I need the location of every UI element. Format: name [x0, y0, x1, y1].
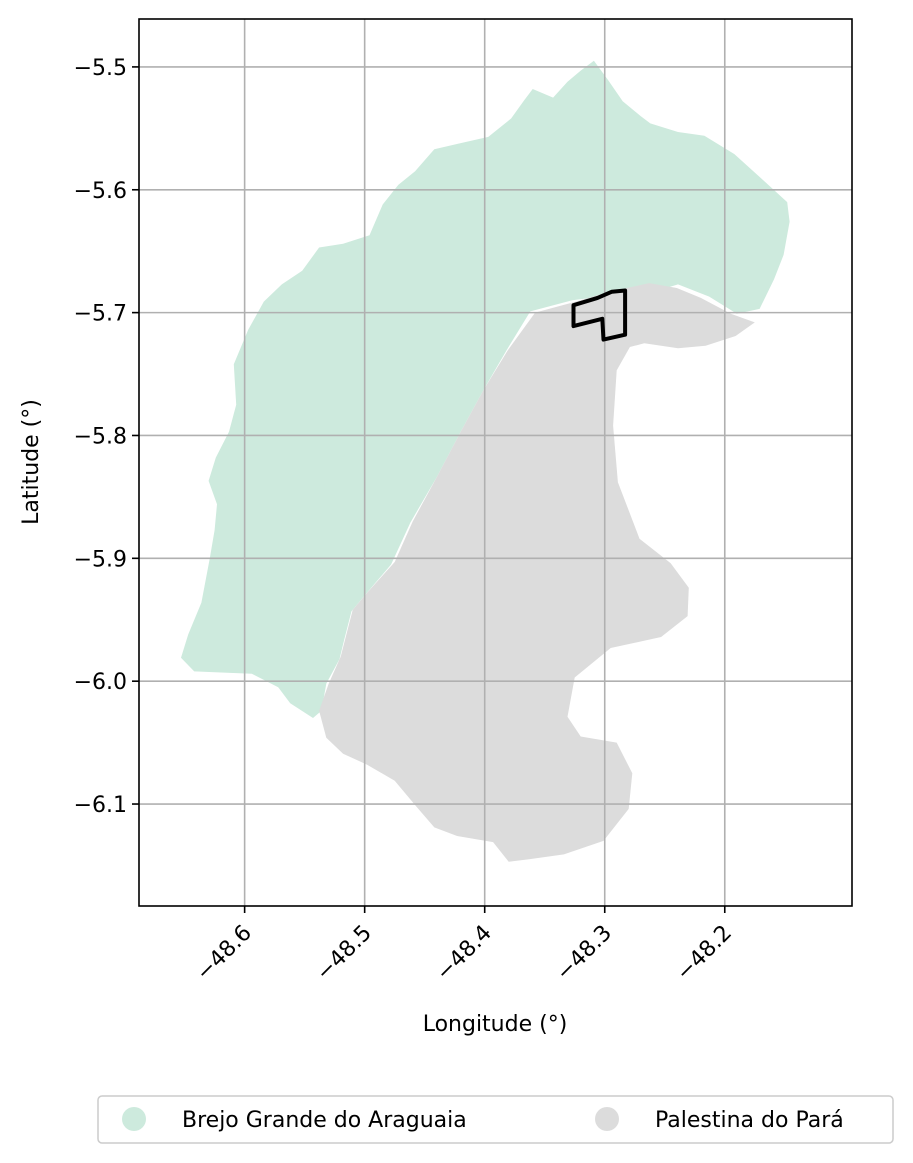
legend-frame — [97, 1095, 894, 1144]
x-axis-ticks: −48.6 −48.5 −48.4 −48.3 −48.2 — [192, 906, 737, 986]
x-tick-label-0: −48.6 — [192, 921, 257, 986]
legend-label-brejo-grande: Brejo Grande do Araguaia — [182, 1108, 467, 1133]
y-tick-label-0: −5.5 — [74, 56, 127, 81]
x-tick-label-3: −48.3 — [552, 921, 617, 986]
legend-label-palestina: Palestina do Pará — [655, 1108, 844, 1133]
region-palestina-do-para — [319, 283, 755, 862]
outline-layer — [571, 288, 628, 342]
legend-marker-palestina — [595, 1107, 619, 1131]
region-brejo-grande-do-araguaia — [181, 60, 790, 719]
y-axis-ticks: −5.5 −5.6 −5.7 −5.8 −5.9 −6.0 −6.1 — [74, 56, 139, 818]
y-tick-label-1: −5.6 — [74, 179, 127, 204]
y-tick-label-2: −5.7 — [74, 302, 127, 327]
legend-marker-brejo-grande — [122, 1107, 146, 1131]
x-tick-label-2: −48.4 — [432, 921, 497, 986]
plot-frame — [138, 18, 853, 907]
legend: Brejo Grande do Araguaia Palestina do Pa… — [97, 1095, 894, 1144]
x-tick-label-1: −48.5 — [312, 921, 377, 986]
y-tick-label-3: −5.8 — [74, 424, 127, 449]
y-tick-label-5: −6.0 — [74, 670, 127, 695]
regions-layer — [181, 60, 790, 862]
grid-layer — [139, 19, 852, 906]
x-axis-label: Longitude (°) — [423, 1012, 568, 1037]
x-tick-label-4: −48.2 — [672, 921, 737, 986]
y-tick-label-6: −6.1 — [74, 793, 127, 818]
highlighted-area-outline — [571, 288, 628, 342]
y-axis-label: Latitude (°) — [19, 399, 44, 525]
y-tick-label-4: −5.9 — [74, 547, 127, 572]
